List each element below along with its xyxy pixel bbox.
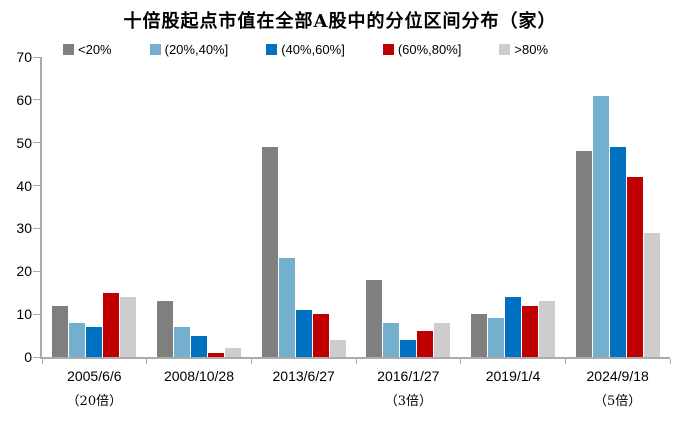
x-axis-sublabel: （3倍） <box>384 394 432 409</box>
y-axis-tick <box>33 185 40 187</box>
x-axis-tick <box>564 359 566 364</box>
x-axis-sublabel: （5倍） <box>594 394 642 409</box>
y-axis-tick-label: 0 <box>24 349 32 365</box>
bar-0-4 <box>470 314 487 357</box>
bar-3-0 <box>103 293 120 357</box>
y-axis-tick-label: 50 <box>16 134 32 151</box>
legend-label: <20% <box>78 41 112 57</box>
chart-title: 十倍股起点市值在全部A股中的分位区间分布（家） <box>123 11 557 32</box>
x-axis-label: 2019/1/4 <box>485 368 541 384</box>
legend-item: <20% <box>63 42 112 57</box>
y-axis-tick <box>33 99 40 101</box>
y-axis-tick <box>33 270 40 272</box>
bar-group <box>251 57 356 357</box>
x-axis-label: 2013/6/27 <box>272 368 335 384</box>
bar-group <box>42 57 147 357</box>
x-axis-tick <box>669 359 671 364</box>
bar-2-3 <box>400 340 417 357</box>
y-axis-tick <box>33 313 40 315</box>
bar-0-1 <box>156 301 173 357</box>
bar-0-2 <box>261 147 278 357</box>
plot-area: 0 10 20 30 40 50 60 70 2005/6/6 （20倍） 2008/10/28 20… <box>16 50 671 409</box>
y-axis-tick-label: 60 <box>16 91 32 108</box>
y-axis-tick-label: 10 <box>16 306 32 323</box>
bar-group <box>147 57 252 357</box>
y-axis-tick <box>33 227 40 229</box>
bar-4-2 <box>329 340 346 357</box>
bar-1-1 <box>173 327 190 357</box>
bar-0-3 <box>366 280 383 357</box>
y-axis-tick <box>33 56 40 58</box>
bar-1-5 <box>592 96 609 357</box>
bar-3-1 <box>207 353 224 357</box>
bar-1-3 <box>383 323 400 357</box>
legend-color-swatch <box>149 43 161 55</box>
x-axis-tick <box>460 359 462 364</box>
bar-group <box>356 57 461 357</box>
bar-3-5 <box>626 177 643 357</box>
legend-item: (20%,40%] <box>149 41 229 57</box>
y-axis-tick-label: 40 <box>16 177 32 194</box>
bar-2-2 <box>295 310 312 357</box>
bar-1-4 <box>487 318 504 357</box>
bar-3-2 <box>312 314 329 357</box>
bar-4-0 <box>120 297 137 357</box>
legend-color-swatch <box>382 43 394 55</box>
bar-3-3 <box>417 331 434 357</box>
legend-item: >80% <box>499 42 548 57</box>
bar-4-4 <box>538 301 555 357</box>
legend-label: (40%,60%] <box>281 41 345 57</box>
bar-3-4 <box>521 306 538 357</box>
bar-2-0 <box>86 327 103 357</box>
bar-2-4 <box>504 297 521 357</box>
legend-color-swatch <box>63 43 74 55</box>
legend-item: (40%,60%] <box>266 42 345 57</box>
bar-2-1 <box>190 336 207 357</box>
x-axis-label: 2016/1/27 <box>377 368 440 384</box>
legend-color-swatch <box>499 43 511 55</box>
x-axis-sublabel: （20倍） <box>66 394 123 409</box>
x-axis-tick <box>355 359 357 364</box>
y-axis-tick <box>33 142 40 144</box>
x-axis-tick <box>41 359 43 364</box>
legend-item: (60%,80%] <box>382 41 462 57</box>
legend-label: (20%,40%] <box>164 41 229 57</box>
x-axis-label: 2005/6/6 <box>67 368 122 384</box>
y-axis-tick <box>33 356 40 358</box>
x-axis-tick <box>146 359 148 364</box>
legend-label: >80% <box>514 41 549 57</box>
legend-label: (60%,80%] <box>397 41 462 57</box>
bar-0-0 <box>52 306 69 357</box>
legend: <20% (20%,40%] (40%,60%] (60%,80%] >80% <box>63 41 548 57</box>
y-axis-tick-label: 70 <box>16 49 32 65</box>
x-axis-label: 2024/9/18 <box>586 368 649 384</box>
y-axis-tick-label: 20 <box>16 263 32 280</box>
bar-0-5 <box>575 151 592 357</box>
y-axis-tick-label: 30 <box>16 220 32 237</box>
bar-1-0 <box>69 323 86 357</box>
bar-group <box>461 57 566 357</box>
bar-2-5 <box>609 147 626 357</box>
bar-group <box>565 57 670 357</box>
legend-color-swatch <box>266 43 278 55</box>
bar-4-5 <box>643 233 660 357</box>
x-axis-tick <box>250 359 252 364</box>
bar-4-1 <box>224 348 241 357</box>
bar-1-2 <box>278 258 295 357</box>
x-axis-label: 2008/10/28 <box>163 368 235 384</box>
bar-4-3 <box>434 323 451 357</box>
